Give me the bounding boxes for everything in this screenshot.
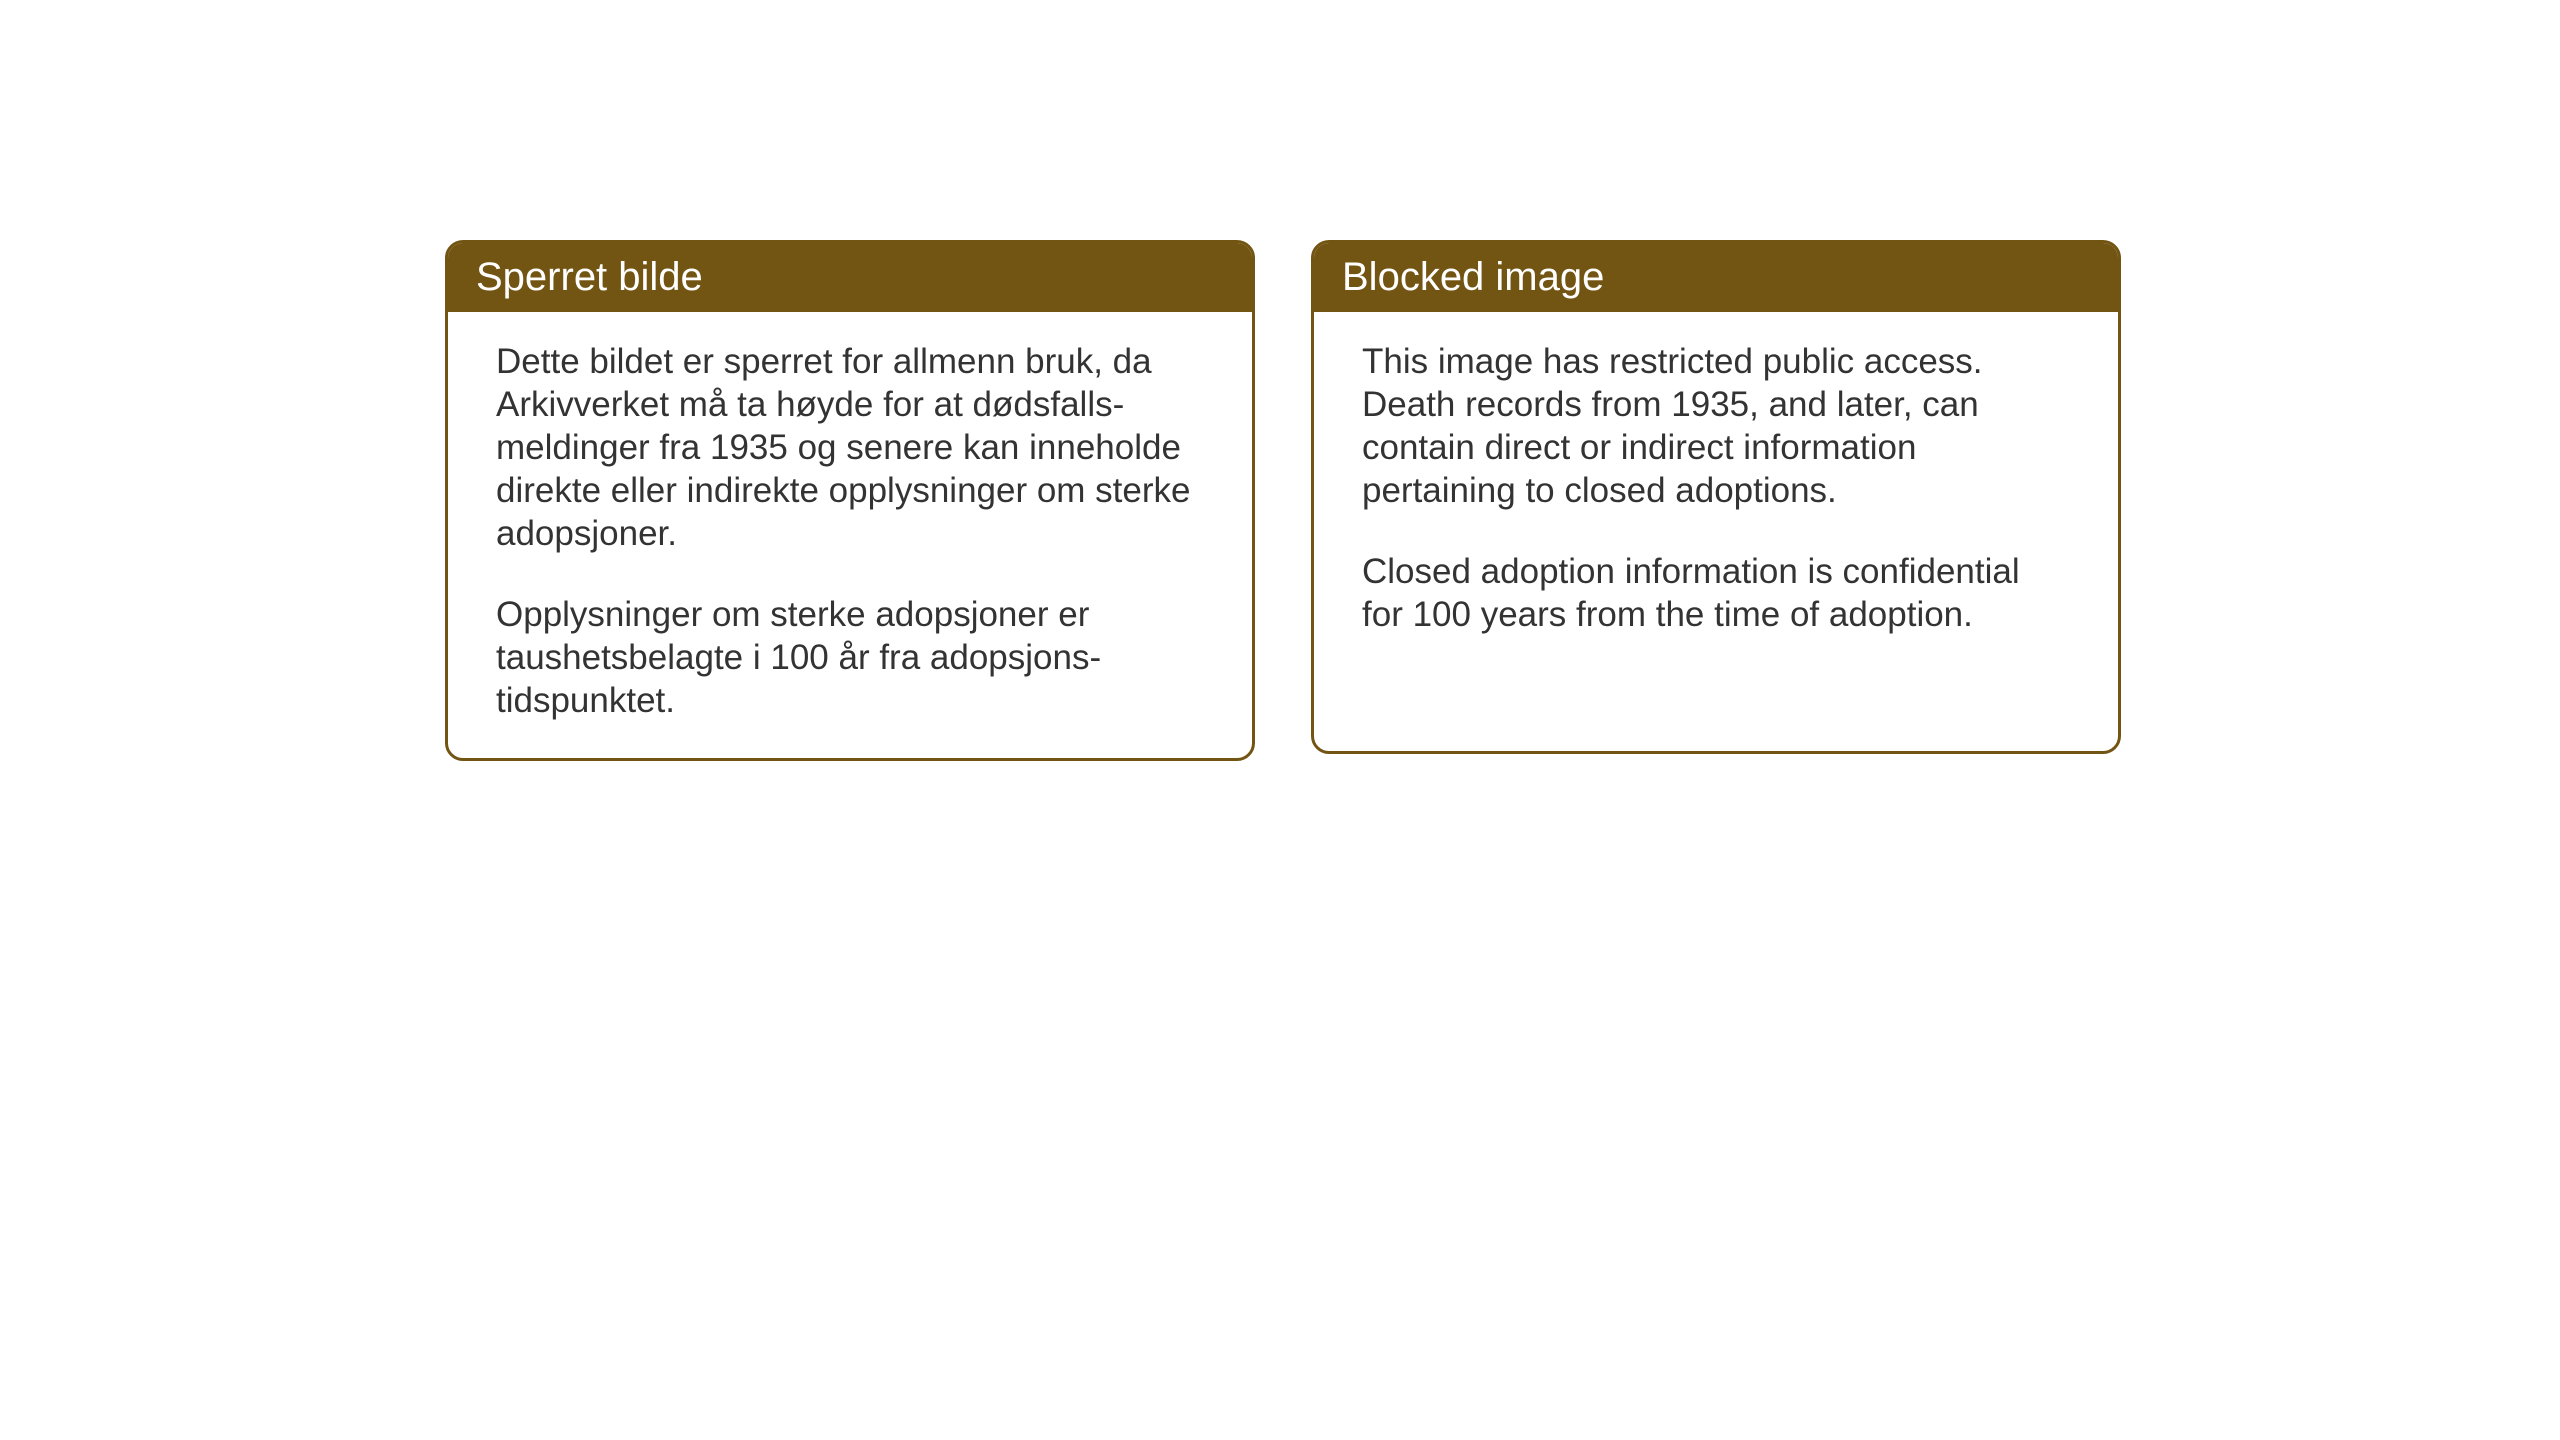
card-paragraph-1-english: This image has restricted public access.… <box>1362 340 2070 512</box>
card-paragraph-1-norwegian: Dette bildet er sperret for allmenn bruk… <box>496 340 1204 555</box>
card-title-english: Blocked image <box>1342 255 1604 299</box>
card-header-norwegian: Sperret bilde <box>448 243 1252 312</box>
card-paragraph-2-english: Closed adoption information is confident… <box>1362 550 2070 636</box>
notice-card-norwegian: Sperret bilde Dette bildet er sperret fo… <box>445 240 1255 761</box>
card-title-norwegian: Sperret bilde <box>476 255 703 299</box>
notice-card-english: Blocked image This image has restricted … <box>1311 240 2121 754</box>
card-header-english: Blocked image <box>1314 243 2118 312</box>
notice-cards-container: Sperret bilde Dette bildet er sperret fo… <box>445 240 2121 761</box>
card-body-norwegian: Dette bildet er sperret for allmenn bruk… <box>448 312 1252 758</box>
card-paragraph-2-norwegian: Opplysninger om sterke adopsjoner er tau… <box>496 593 1204 722</box>
card-body-english: This image has restricted public access.… <box>1314 312 2118 672</box>
